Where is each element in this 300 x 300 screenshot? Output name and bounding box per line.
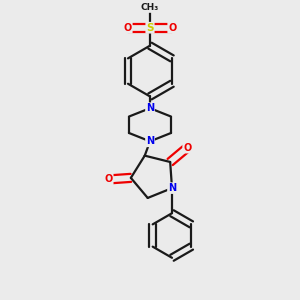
Text: CH₃: CH₃ [141, 3, 159, 12]
Text: N: N [146, 103, 154, 113]
Text: O: O [104, 174, 113, 184]
Text: N: N [146, 136, 154, 146]
Text: O: O [124, 23, 132, 33]
Text: S: S [146, 23, 154, 33]
Text: O: O [183, 143, 191, 153]
Text: N: N [168, 183, 176, 193]
Text: O: O [168, 23, 176, 33]
